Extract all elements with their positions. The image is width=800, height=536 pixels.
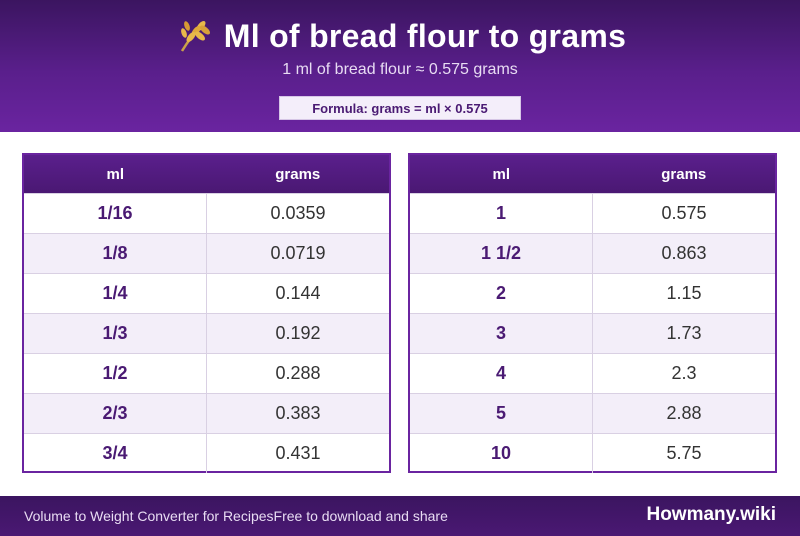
title-row: Ml of bread flour to grams	[0, 16, 800, 56]
grams-cell: 2.3	[671, 363, 697, 383]
footer-share-text: Free to download and share	[273, 508, 448, 524]
ml-cell: 1/16	[24, 194, 207, 233]
ml-cell: 4	[410, 354, 593, 393]
ml-cell: 1/2	[24, 354, 207, 393]
grams-cell: 0.0359	[270, 203, 326, 223]
table-header: ml grams	[410, 155, 775, 193]
table-row: 1/3 0.192	[24, 313, 389, 353]
grams-cell: 0.575	[661, 203, 707, 223]
grams-cell: 1.73	[666, 323, 702, 343]
column-header-grams: grams	[275, 165, 321, 183]
grams-cell: 0.0719	[270, 243, 326, 263]
ml-cell: 3/4	[24, 434, 207, 473]
grams-cell: 0.144	[275, 283, 321, 303]
header-banner: Ml of bread flour to grams 1 ml of bread…	[0, 0, 800, 132]
ml-cell: 2/3	[24, 394, 207, 433]
table-row: 1 0.575	[410, 193, 775, 233]
grams-cell: 0.383	[275, 403, 321, 423]
column-header-grams: grams	[661, 165, 707, 183]
brand-logo-text[interactable]: Howmany.wiki	[646, 504, 776, 525]
conversion-table-left: ml grams 1/16 0.0359 1/8 0.0719 1/4 0.14…	[22, 153, 391, 473]
table-row: 1/8 0.0719	[24, 233, 389, 273]
table-row: 3/4 0.431	[24, 433, 389, 473]
table-row: 2 1.15	[410, 273, 775, 313]
ml-cell: 1/4	[24, 274, 207, 313]
table-row: 5 2.88	[410, 393, 775, 433]
footer-converter-text: Volume to Weight Converter for Recipes	[24, 508, 274, 524]
ml-cell: 1/8	[24, 234, 207, 273]
conversion-table-right: ml grams 1 0.575 1 1/2 0.863 2 1.15 3 1.…	[408, 153, 777, 473]
table-row: 1/4 0.144	[24, 273, 389, 313]
table-row: 1/2 0.288	[24, 353, 389, 393]
table-row: 4 2.3	[410, 353, 775, 393]
column-header-ml: ml	[492, 165, 510, 183]
table-row: 1/16 0.0359	[24, 193, 389, 233]
subtitle: 1 ml of bread flour ≈ 0.575 grams	[282, 61, 518, 78]
table-row: 2/3 0.383	[24, 393, 389, 433]
page-title: Ml of bread flour to grams	[223, 17, 627, 54]
footer-text: Volume to Weight Converter for Recipes F…	[24, 508, 448, 524]
grams-cell: 5.75	[666, 443, 702, 463]
wheat-icon	[174, 17, 212, 55]
formula-badge: Formula: grams = ml × 0.575	[279, 96, 521, 120]
table-header: ml grams	[24, 155, 389, 193]
grams-cell: 0.431	[275, 443, 321, 463]
table-row: 1 1/2 0.863	[410, 233, 775, 273]
ml-cell: 1 1/2	[410, 234, 593, 273]
grams-cell: 0.192	[275, 323, 321, 343]
ml-cell: 5	[410, 394, 593, 433]
grams-cell: 2.88	[666, 403, 702, 423]
column-header-ml: ml	[106, 165, 124, 183]
grams-cell: 0.288	[275, 363, 321, 383]
table-row: 3 1.73	[410, 313, 775, 353]
ml-cell: 1	[410, 194, 593, 233]
ml-cell: 10	[410, 434, 593, 473]
footer-bar: Volume to Weight Converter for Recipes F…	[0, 496, 800, 536]
ml-cell: 1/3	[24, 314, 207, 353]
grams-cell: 1.15	[666, 283, 702, 303]
ml-cell: 3	[410, 314, 593, 353]
table-row: 10 5.75	[410, 433, 775, 473]
ml-cell: 2	[410, 274, 593, 313]
grams-cell: 0.863	[661, 243, 707, 263]
